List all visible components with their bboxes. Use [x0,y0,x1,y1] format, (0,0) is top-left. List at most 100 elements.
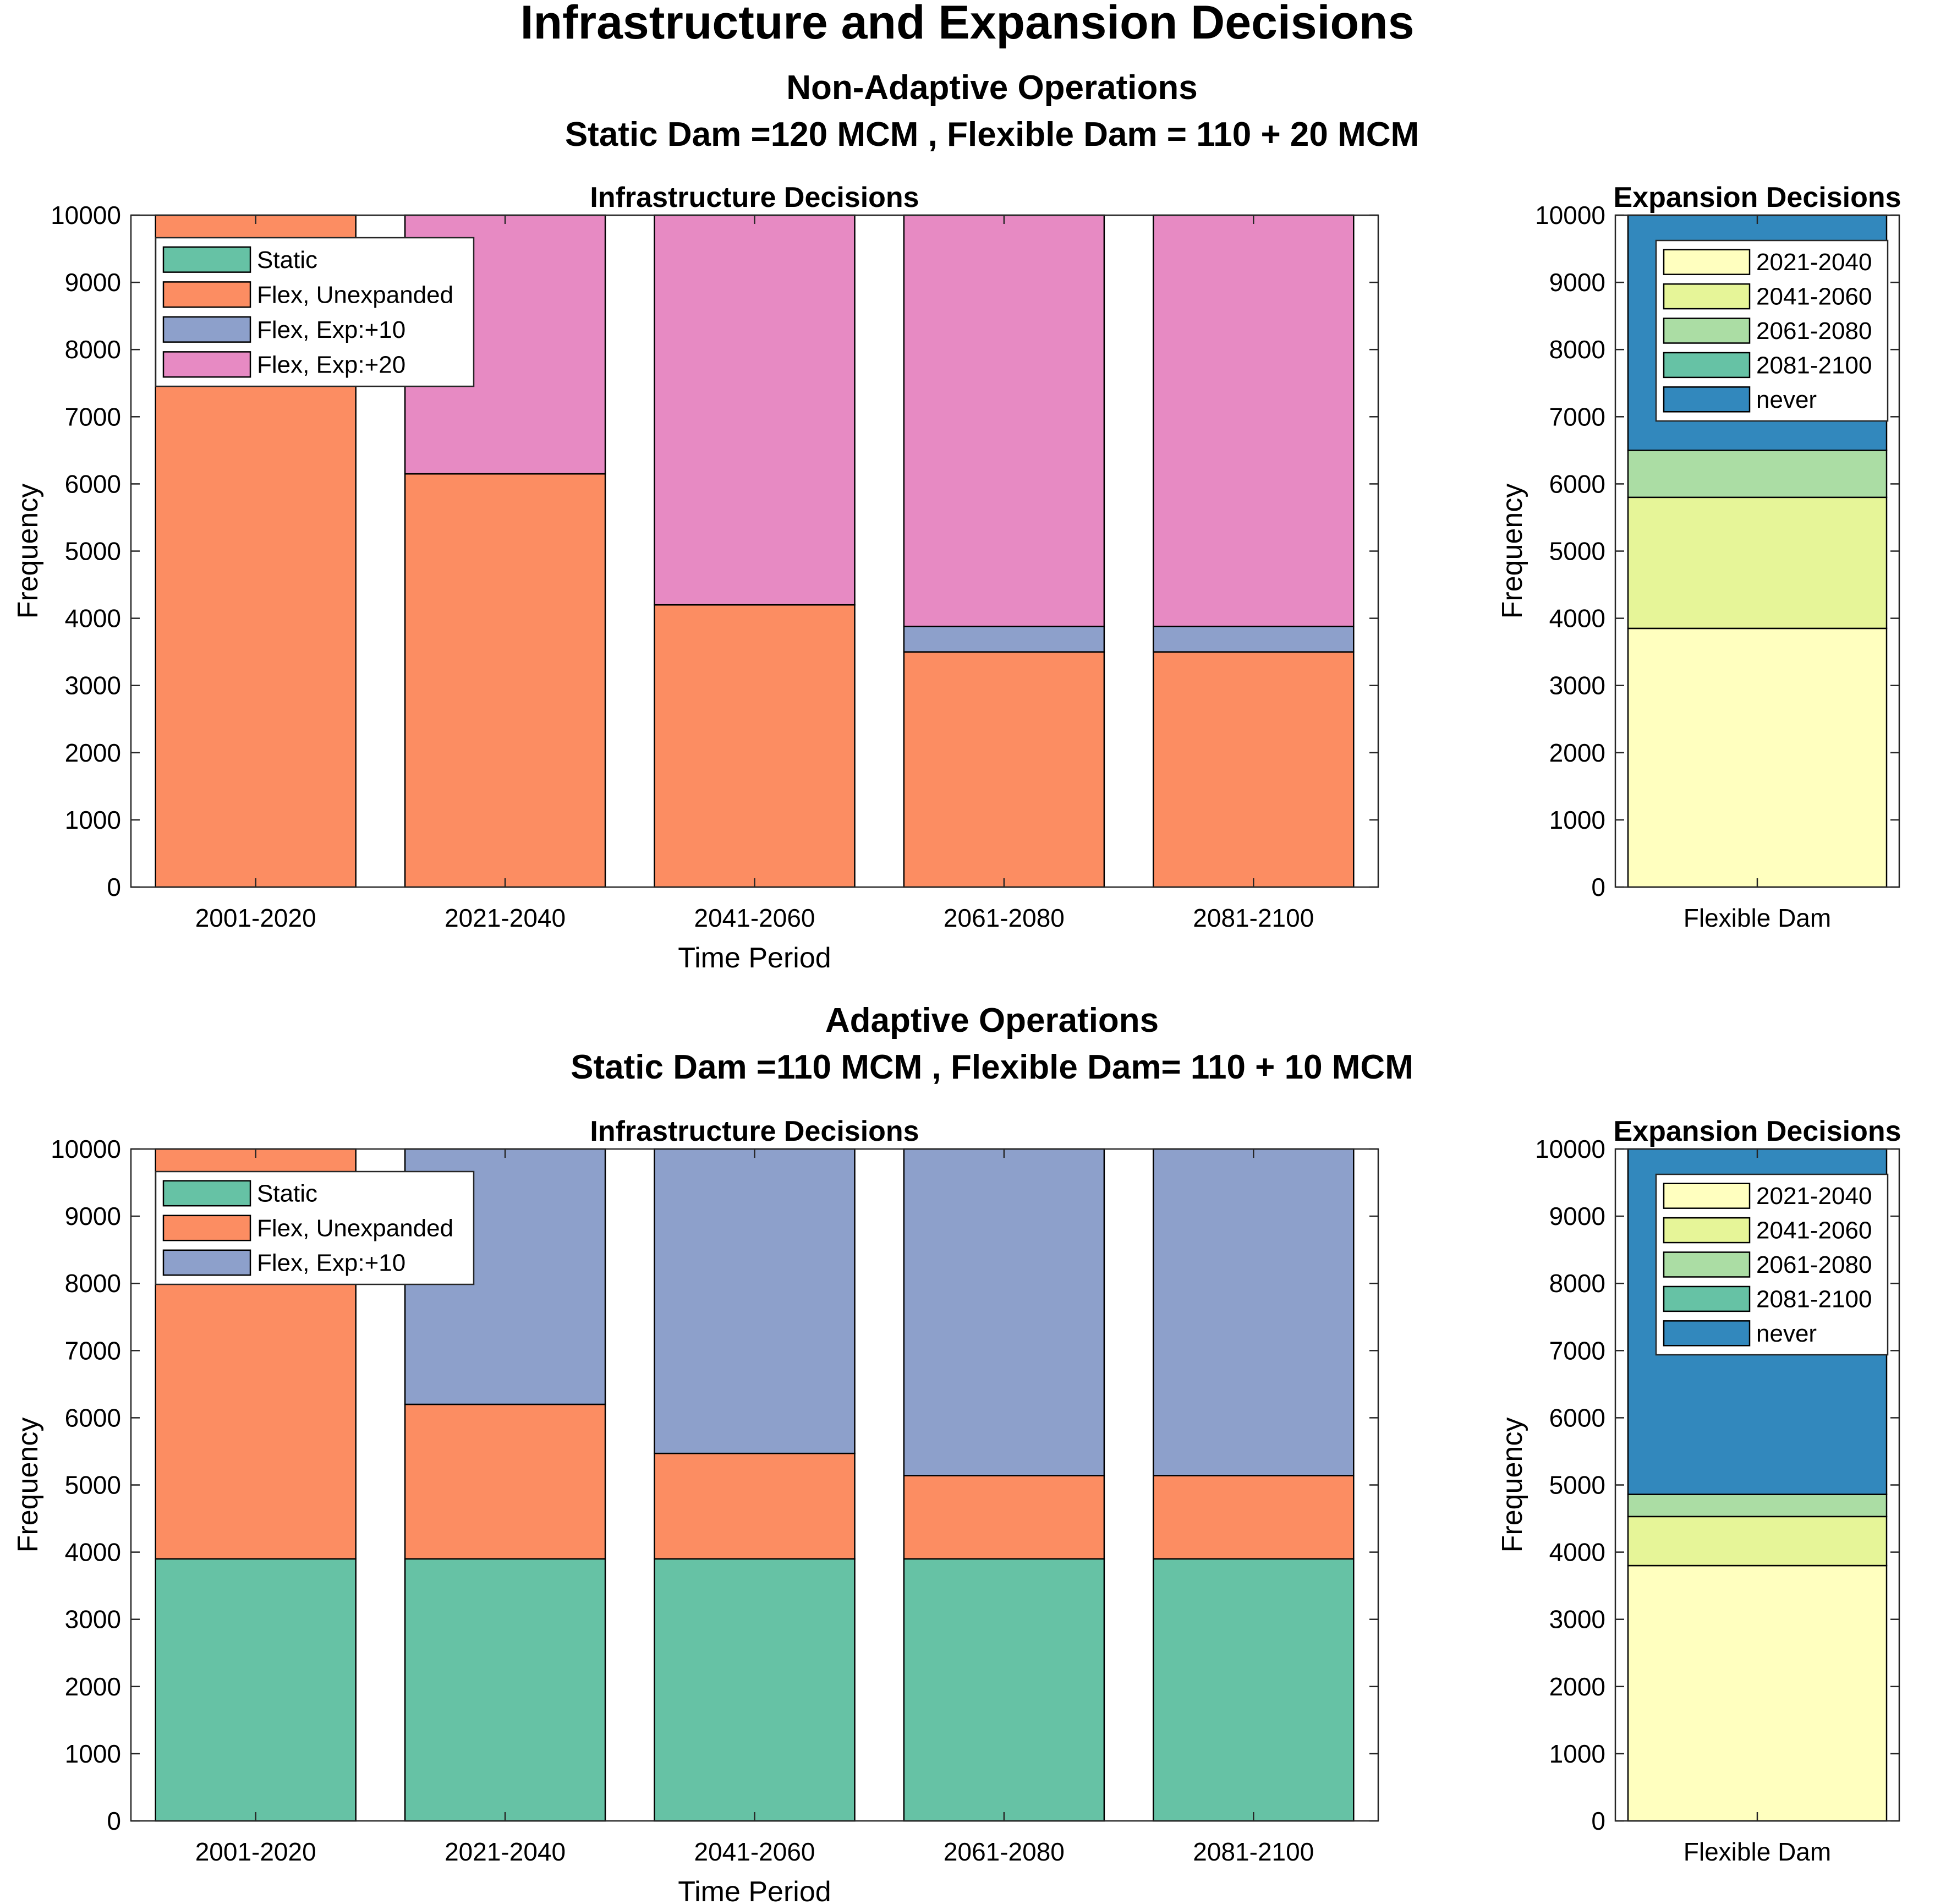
y-tick-label: 6000 [65,469,121,498]
legend-swatch [1663,283,1751,310]
x-tick-label: 2081-2100 [1193,904,1314,932]
x-tick-label: 2001-2020 [195,1837,316,1866]
y-axis-label: Frequency [12,1418,44,1553]
y-tick-label: 1000 [1549,806,1605,834]
y-tick-label: 8000 [1549,335,1605,364]
y-tick-label: 5000 [1549,1471,1605,1500]
x-tick-label: Flexible Dam [1684,904,1831,932]
x-tick-label: 2001-2020 [195,904,316,932]
y-tick-label: 3000 [65,671,121,700]
legend-swatch [162,1180,251,1207]
y-tick-label: 10000 [51,1135,121,1163]
axes-title: Expansion Decisions [1613,182,1901,214]
y-tick-label: 6000 [1549,469,1605,498]
bar-2061-2080-flex-exp-10 [903,1148,1105,1476]
y-tick-label: 7000 [1549,402,1605,431]
x-tick-label: 2021-2040 [445,1837,566,1866]
bar-2061-2080-flex-unexpanded [903,651,1105,888]
y-tick-label: 10000 [1535,1135,1605,1163]
legend-swatch [1663,1285,1751,1312]
legend: 2021-2040 2041-2060 2061-2080 2081-2100 neve… [1655,1173,1889,1356]
y-tick-label: 5000 [1549,537,1605,566]
bar-2081-2100-flex-unexpanded [1153,1475,1355,1560]
y-tick-label: 1000 [65,1739,121,1768]
y-tick-label: 1000 [1549,1739,1605,1768]
bar-Flexible Dam-2021-2040 [1627,627,1888,888]
chart-layer: 0 1000 2000 3000 4000 5000 6000 7000 8000 9000 100… [12,182,1901,1904]
axes-title: Infrastructure Decisions [590,182,919,214]
y-tick-label: 4000 [1549,1538,1605,1567]
y-axis-label: Frequency [1497,1418,1528,1553]
y-tick-label: 5000 [65,537,121,566]
bar-2081-2100-static [1153,1558,1355,1822]
bar-2061-2080-flex-exp-10 [903,626,1105,653]
y-tick-label: 3000 [1549,1605,1605,1634]
bar-2021-2040-flex-unexpanded [404,1403,606,1560]
y-tick-label: 0 [1591,873,1605,901]
legend-swatch [1663,1183,1751,1209]
x-tick-label: 2021-2040 [445,904,566,932]
y-tick-label: 10000 [1535,201,1605,229]
legend-label: 2061-2080 [1756,1251,1872,1278]
legend-label: 2061-2080 [1756,318,1872,344]
y-tick-label: 2000 [65,738,121,767]
bar-2041-2060-flex-unexpanded [654,1452,856,1560]
legend-label: Flex, Exp:+20 [257,351,405,378]
section-subtitle-non-adaptive: Static Dam =120 MCM , Flexible Dam = 110… [565,116,1419,154]
bar-Flexible Dam-2041-2060 [1627,1515,1888,1567]
y-tick-label: 7000 [65,402,121,431]
x-tick-label: 2061-2080 [944,904,1065,932]
legend-label: 2021-2040 [1756,1183,1872,1210]
x-tick-label: 2041-2060 [694,904,815,932]
y-tick-label: 9000 [65,1202,121,1230]
y-tick-label: 2000 [65,1672,121,1701]
legend-swatch [1663,1320,1751,1347]
x-tick-label: 2061-2080 [944,1837,1065,1866]
y-tick-label: 2000 [1549,738,1605,767]
legend-swatch [1663,352,1751,379]
bar-Flexible Dam-2061-2080 [1627,1493,1888,1518]
legend-swatch [162,1214,251,1241]
bar-2061-2080-static [903,1558,1105,1822]
legend-label: 2081-2100 [1756,1285,1872,1312]
bar-2081-2100-flex-exp-20 [1153,214,1355,627]
y-axis-label: Frequency [1497,484,1528,619]
x-tick-label: Flexible Dam [1684,1837,1831,1866]
legend: Static Flex, Unexpanded Flex, Exp:+10 [155,1170,475,1285]
bar-2061-2080-flex-unexpanded [903,1475,1105,1560]
y-tick-label: 9000 [65,268,121,297]
y-tick-label: 7000 [65,1336,121,1365]
chart-0: 0 1000 2000 3000 4000 5000 6000 7000 8000 9000 100… [12,182,1379,974]
x-tick-label: 2041-2060 [694,1837,815,1866]
legend-label: Flex, Unexpanded [257,1215,453,1242]
bar-2061-2080-flex-exp-20 [903,214,1105,627]
legend-swatch [162,316,251,343]
legend: Static Flex, Unexpanded Flex, Exp:+10 Flex,… [155,237,475,387]
y-tick-label: 3000 [65,1605,121,1634]
legend-label: 2041-2060 [1756,283,1872,310]
bar-2041-2060-flex-exp-10 [654,1148,856,1454]
x-axis-label: Time Period [678,942,831,974]
x-axis-label: Time Period [678,1876,831,1904]
bar-Flexible Dam-2041-2060 [1627,496,1888,630]
x-tick-label: 2081-2100 [1193,1837,1314,1866]
y-axis-label: Frequency [12,484,44,619]
y-tick-label: 10000 [51,201,121,229]
y-tick-label: 0 [107,1807,121,1835]
legend-swatch [162,351,251,378]
bar-Flexible Dam-2021-2040 [1627,1564,1888,1822]
bar-2081-2100-flex-unexpanded [1153,651,1355,888]
legend-label: 2041-2060 [1756,1217,1872,1244]
bar-2041-2060-flex-exp-20 [654,214,856,606]
legend-swatch [1663,318,1751,344]
chart-3: 0 1000 2000 3000 4000 5000 6000 7000 8000 9000 100… [1497,1115,1901,1866]
legend-swatch [1663,1251,1751,1278]
section-title-adaptive: Adaptive Operations [825,1002,1159,1039]
bar-Flexible Dam-2061-2080 [1627,450,1888,499]
bar-2081-2100-flex-exp-10 [1153,626,1355,653]
bar-2041-2060-static [654,1558,856,1822]
legend-label: never [1756,386,1817,413]
legend-swatch [162,1249,251,1276]
section-subtitle-adaptive: Static Dam =110 MCM , Flexible Dam= 110 … [571,1048,1413,1086]
